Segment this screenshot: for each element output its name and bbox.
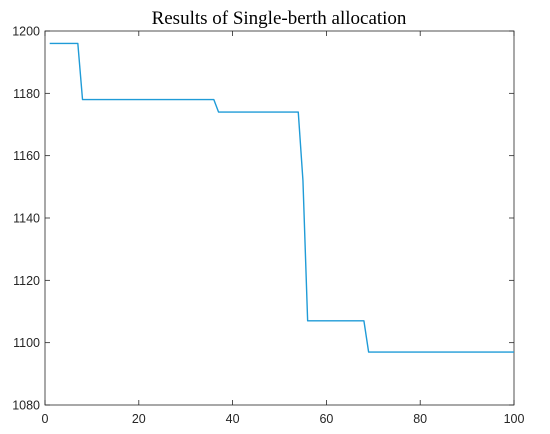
axes-box <box>44 30 515 406</box>
y-tick-label: 1160 <box>13 149 40 163</box>
series-line <box>49 42 514 353</box>
x-tick-label: 60 <box>319 412 333 426</box>
y-tick-label: 1100 <box>13 336 40 350</box>
x-tick-label: 100 <box>504 412 525 426</box>
x-tick-label: 20 <box>132 412 146 426</box>
y-tick-label: 1140 <box>13 212 40 226</box>
y-tick-label: 1180 <box>13 87 40 101</box>
x-tick-label: 40 <box>226 412 240 426</box>
y-tick-label: 1120 <box>13 274 40 288</box>
x-tick-label: 80 <box>413 412 427 426</box>
y-tick-label: 1080 <box>12 399 40 413</box>
x-tick-label: 0 <box>42 412 49 426</box>
chart-title: Results of Single-berth allocation <box>152 8 407 29</box>
y-tick-label: 1200 <box>12 25 40 39</box>
plot-area: 0 20 40 60 80 100 1080 1100 1120 1140 1160 1180 1200 <box>12 25 524 427</box>
